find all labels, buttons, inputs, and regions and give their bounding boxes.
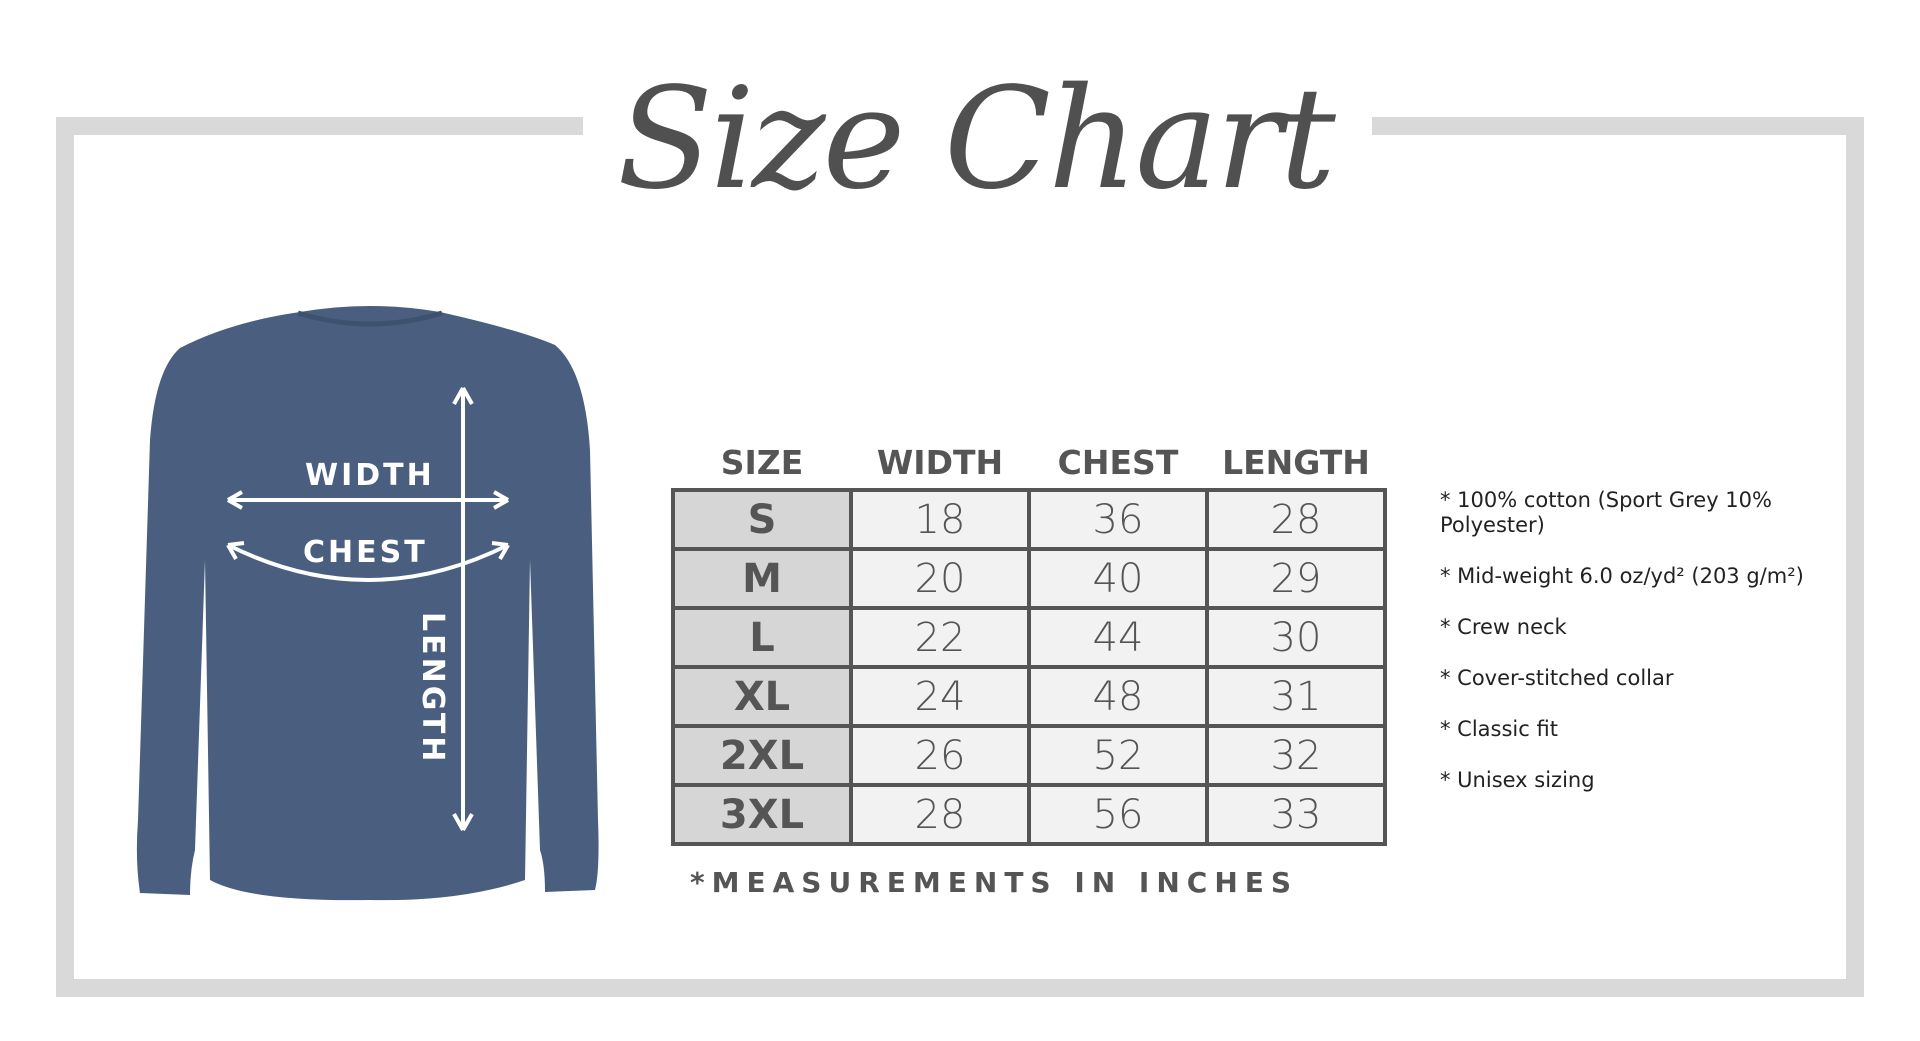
header-size: SIZE <box>720 443 804 482</box>
cell-chest: 40 <box>1027 547 1209 610</box>
cell-size: S <box>671 488 853 551</box>
cell-chest: 36 <box>1027 488 1209 551</box>
frame-right <box>1846 117 1864 997</box>
feature-item: * Crew neck <box>1440 615 1567 639</box>
table-row: XL 24 48 31 <box>671 665 1387 728</box>
table-header: SIZE WIDTH CHEST LENGTH <box>673 420 1385 490</box>
cell-chest: 56 <box>1027 783 1209 846</box>
cell-width: 22 <box>849 606 1031 669</box>
cell-width: 20 <box>849 547 1031 610</box>
feature-item: * Classic fit <box>1440 717 1558 741</box>
header-chest: CHEST <box>1057 443 1179 482</box>
cell-width: 28 <box>849 783 1031 846</box>
table-row: M 20 40 29 <box>671 547 1387 610</box>
measure-arrows <box>226 387 510 831</box>
length-label: LENGTH <box>415 612 450 764</box>
header-length: LENGTH <box>1222 443 1370 482</box>
size-table: SIZE WIDTH CHEST LENGTH S 18 36 28 M 20 40 29 L 2… <box>671 420 1387 846</box>
cell-length: 32 <box>1205 724 1387 787</box>
table-row: 3XL 28 56 33 <box>671 783 1387 846</box>
frame-top-left <box>56 117 583 135</box>
frame-top-right <box>1372 117 1864 135</box>
frame-bottom <box>56 979 1864 997</box>
cell-length: 30 <box>1205 606 1387 669</box>
page-title: Size Chart <box>617 58 1336 221</box>
cell-width: 26 <box>849 724 1031 787</box>
cell-length: 31 <box>1205 665 1387 728</box>
cell-chest: 48 <box>1027 665 1209 728</box>
cell-chest: 44 <box>1027 606 1209 669</box>
cell-size: M <box>671 547 853 610</box>
feature-item: * Cover-stitched collar <box>1440 666 1674 690</box>
table-row: L 22 44 30 <box>671 606 1387 669</box>
feature-item: * Mid-weight 6.0 oz/yd² (203 g/m²) <box>1440 564 1804 588</box>
cell-length: 28 <box>1205 488 1387 551</box>
width-label: WIDTH <box>305 458 435 493</box>
feature-item: * Unisex sizing <box>1440 768 1595 792</box>
shirt-illustration: WIDTH CHEST LENGTH <box>136 306 599 901</box>
shirt-body <box>136 306 599 901</box>
table-row: S 18 36 28 <box>671 488 1387 551</box>
cell-length: 29 <box>1205 547 1387 610</box>
cell-chest: 52 <box>1027 724 1209 787</box>
collar <box>297 310 443 327</box>
cell-length: 33 <box>1205 783 1387 846</box>
feature-item: * 100% cotton (Sport Grey 10% Polyester) <box>1440 488 1772 537</box>
cell-size: 2XL <box>671 724 853 787</box>
cell-width: 24 <box>849 665 1031 728</box>
table-row: 2XL 26 52 32 <box>671 724 1387 787</box>
cell-size: XL <box>671 665 853 728</box>
frame-left <box>56 117 74 997</box>
measurement-note: *MEASUREMENTS IN INCHES <box>690 866 1299 899</box>
cell-width: 18 <box>849 488 1031 551</box>
cell-size: 3XL <box>671 783 853 846</box>
header-width: WIDTH <box>876 443 1004 482</box>
feature-list: * 100% cotton (Sport Grey 10% Polyester)… <box>1440 488 1830 819</box>
cell-size: L <box>671 606 853 669</box>
chest-label: CHEST <box>303 535 428 570</box>
